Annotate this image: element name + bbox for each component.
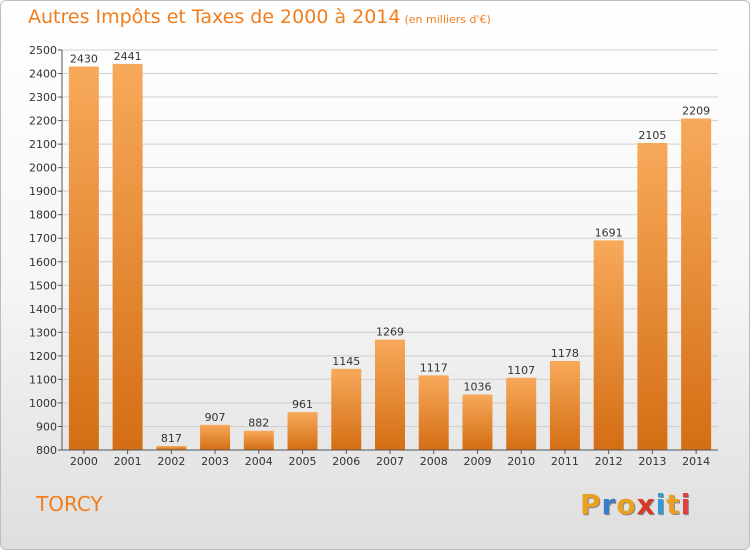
bar-value-label: 1145: [332, 355, 360, 368]
y-tick-label: 2500: [29, 44, 57, 57]
x-tick-label: 2001: [114, 455, 142, 468]
y-tick-label: 1300: [29, 326, 57, 339]
bar-value-label: 817: [161, 432, 182, 445]
bar-value-label: 2209: [682, 104, 710, 117]
bar-value-label: 1178: [551, 347, 579, 360]
y-tick-label: 1900: [29, 185, 57, 198]
bar: [506, 377, 537, 450]
y-tick-label: 2200: [29, 115, 57, 128]
x-tick-label: 2014: [682, 455, 710, 468]
y-tick-label: 1100: [29, 373, 57, 386]
y-tick-label: 1000: [29, 397, 57, 410]
y-axis: 800 900 1000 1100 1200 1300 1400 1500 1600 1700 18…: [29, 44, 63, 457]
x-tick-label: 2005: [289, 455, 317, 468]
logo-letter: P: [580, 488, 602, 521]
y-tick-label: 1500: [29, 279, 57, 292]
x-axis: 2000 2001 2002 2003 2004 2005 2006 2007 2008 2009…: [62, 449, 718, 468]
bar-value-label: 2441: [114, 50, 142, 63]
chart-subtitle: (en milliers d'€): [404, 13, 491, 26]
x-tick-label: 2000: [70, 455, 98, 468]
logo-letter: i: [655, 488, 667, 521]
logo-letter: r: [601, 488, 617, 521]
bar: [200, 424, 231, 450]
bar: [243, 430, 274, 450]
bars: [68, 63, 712, 451]
bar: [331, 368, 362, 450]
bar-value-label: 1117: [420, 361, 448, 374]
bar: [462, 394, 493, 450]
logo-letter: x: [636, 488, 656, 521]
y-tick-label: 1700: [29, 232, 57, 245]
logo-letter: t: [666, 488, 681, 521]
bar: [68, 66, 99, 451]
y-tick-label: 900: [36, 420, 57, 433]
bar: [637, 142, 668, 451]
bar: [418, 375, 449, 450]
bar: [593, 240, 624, 450]
title-text: Autres Impôts et Taxes de 2000 à 2014: [28, 6, 401, 28]
logo-letter: i: [680, 488, 692, 521]
bar: [287, 412, 318, 450]
y-tick-label: 1400: [29, 303, 57, 316]
bar-value-label: 961: [292, 398, 313, 411]
y-tick-label: 800: [36, 444, 57, 457]
bar-value-label: 1269: [376, 326, 404, 339]
x-tick-label: 2007: [376, 455, 404, 468]
x-tick-label: 2004: [245, 455, 273, 468]
chart-title: Autres Impôts et Taxes de 2000 à 2014 (en…: [28, 6, 491, 28]
x-tick-label: 2003: [201, 455, 229, 468]
x-tick-label: 2011: [551, 455, 579, 468]
proxiti-logo: Proxiti: [580, 488, 691, 521]
x-tick-label: 2009: [463, 455, 491, 468]
y-tick-label: 2300: [29, 91, 57, 104]
bar: [112, 63, 143, 450]
bar-value-label: 1107: [507, 364, 535, 377]
bar-value-label: 907: [205, 411, 226, 424]
x-tick-label: 2006: [332, 455, 360, 468]
y-tick-label: 2100: [29, 138, 57, 151]
y-tick-label: 1800: [29, 209, 57, 222]
logo-letter: o: [616, 488, 637, 521]
y-tick-label: 2400: [29, 68, 57, 81]
y-tick-label: 1600: [29, 256, 57, 269]
x-tick-label: 2010: [507, 455, 535, 468]
bar-value-label: 1691: [595, 226, 623, 239]
bar: [549, 361, 580, 450]
value-labels: 2430 2441 817 907 882 961 1145 1269 1117 1036 1107…: [70, 50, 710, 445]
bar: [681, 118, 712, 451]
y-tick-label: 2000: [29, 162, 57, 175]
y-tick-label: 1200: [29, 350, 57, 363]
bar: [156, 446, 187, 450]
bar: [375, 339, 405, 450]
x-tick-label: 2008: [420, 455, 448, 468]
bar-value-label: 882: [248, 417, 269, 430]
x-tick-label: 2002: [157, 455, 185, 468]
bar-value-label: 2105: [638, 129, 666, 142]
bar-value-label: 1036: [463, 380, 491, 393]
place-name: TORCY: [36, 492, 103, 516]
x-tick-label: 2013: [638, 455, 666, 468]
x-tick-label: 2012: [595, 455, 623, 468]
bar-value-label: 2430: [70, 52, 98, 65]
